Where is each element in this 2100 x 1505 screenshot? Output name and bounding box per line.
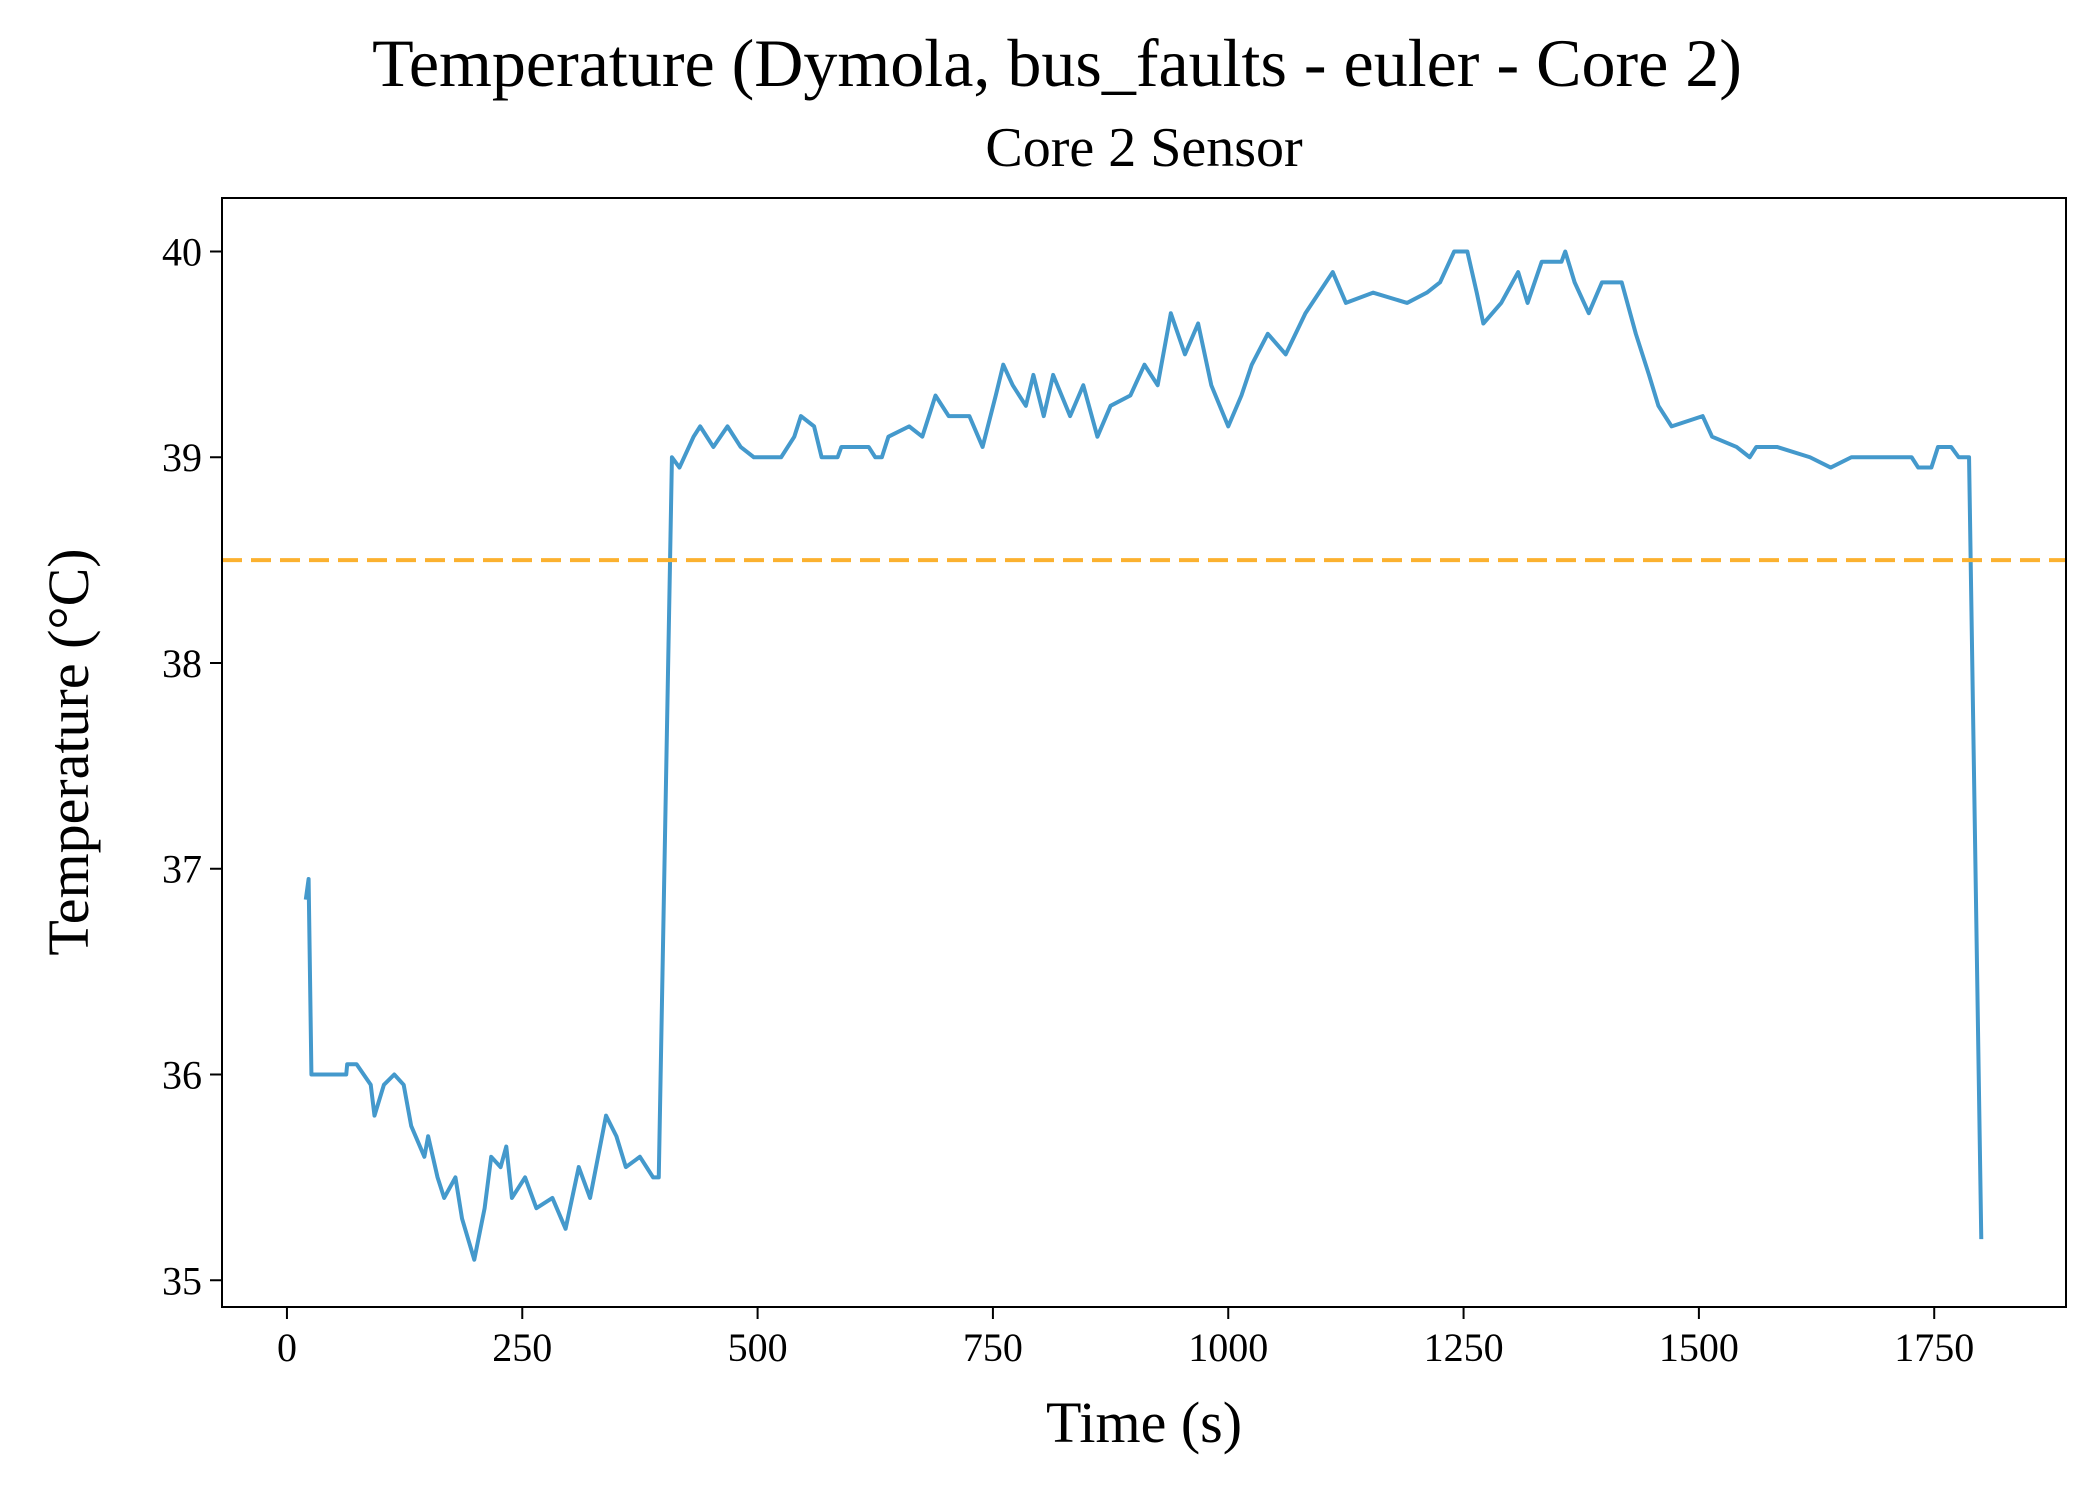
x-tick-label: 250 [492,1325,552,1370]
x-axis-label: Time (s) [1046,1390,1242,1455]
x-tick-label: 1750 [1894,1325,1974,1370]
x-tick-label: 1500 [1659,1325,1739,1370]
y-tick-label: 36 [162,1053,202,1098]
y-tick-label: 35 [162,1258,202,1303]
x-tick-label: 0 [277,1325,297,1370]
x-tick-label: 500 [728,1325,788,1370]
x-tick-label: 1000 [1188,1325,1268,1370]
y-tick-label: 37 [162,847,202,892]
y-axis-label: Temperature (°C) [36,548,101,955]
y-tick-label: 40 [162,229,202,274]
x-tick-label: 1250 [1424,1325,1504,1370]
data-line [303,249,1984,1262]
y-tick-label: 39 [162,435,202,480]
plot-frame [221,197,2067,1308]
chart-title: Temperature (Dymola, bus_faults - euler … [372,25,1742,101]
y-tick-label: 38 [162,641,202,686]
chart-subtitle: Core 2 Sensor [985,117,1303,179]
x-tick-label: 750 [963,1325,1023,1370]
